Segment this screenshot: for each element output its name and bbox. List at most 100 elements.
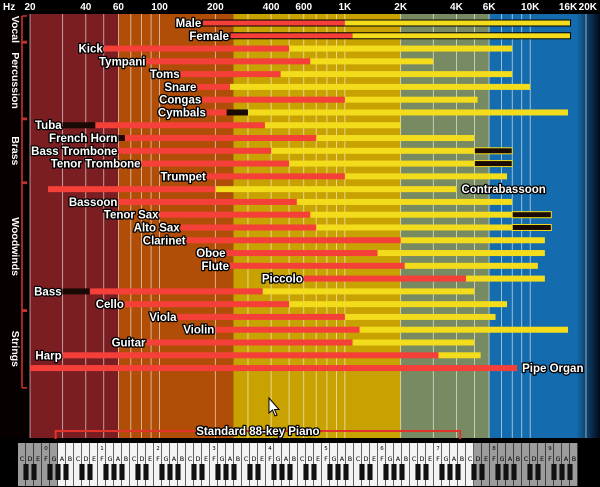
key-letter: F [268,455,272,463]
key-letter: D [419,455,424,463]
label-contrabassoon: Contrabassoon [461,184,545,196]
white-key [554,443,562,486]
octave-number: 4 [268,446,272,452]
bar-extension-tenor-sax [511,211,552,219]
white-key [466,443,474,486]
white-key [98,443,106,486]
bar-harmonics-piccolo [465,275,545,282]
key-letter: D [475,455,480,463]
bar-harmonics-kick [289,45,513,52]
bar-fundamental-snare [197,83,231,90]
key-letter: B [292,455,296,463]
white-key [490,443,498,486]
key-letter: C [244,455,249,463]
bar-outline-male [201,19,572,27]
label-flute: Flute [202,261,229,273]
label-bass: Bass [34,286,62,298]
octave-number: 1 [100,446,104,452]
bar-harmonics-bass [262,288,475,295]
bar-harmonics-male [344,20,571,26]
black-key [311,464,317,480]
bar-fundamental-contrabassoon [47,186,216,193]
octave-number: 9 [548,446,552,452]
bar-harmonics-french-horn [316,135,475,142]
black-key [567,464,573,480]
key-letter: B [236,455,240,463]
black-key [47,464,53,480]
octave-number: 5 [324,446,328,452]
bar-fundamental-clarinet [186,237,401,244]
black-key [247,464,253,480]
bar-extension-alto-sax [511,223,552,231]
group-bracket-strings [21,309,27,389]
bar-extension-bass-trombone [473,147,513,155]
tick-label-2k: 2K [394,2,408,13]
black-key [439,464,445,480]
key-letter: E [484,455,488,463]
label-viola: Viola [149,312,177,324]
bar-fundamental-male [202,20,345,26]
label-male: Male [176,18,202,30]
black-key [511,464,517,480]
tick-label-6k: 6K [483,2,497,13]
piano-keyboard: C D E F G A B0C D E F G A B1C D E F G A B2C D E F G A B3C D E F G A B4… [0,440,600,487]
key-letter: D [251,455,256,463]
bar-harmonics-bass-trombone [271,147,475,154]
black-key [551,464,557,480]
bar-fundamental-bass-trombone [118,147,272,154]
white-key [282,443,290,486]
white-key [82,443,90,486]
key-letter: C [468,455,473,463]
tick-label-4k: 4K [450,2,464,13]
black-key [31,464,37,480]
label-cymbals: Cymbals [158,107,206,119]
bar-fundamental-violin [215,326,360,333]
black-key [343,464,349,480]
key-letter: G [107,455,112,463]
piano-range-bracket [54,430,462,439]
key-letter: D [195,455,200,463]
key-letter: D [27,455,32,463]
white-key [194,443,202,486]
group-label-brass: Brass [9,136,21,165]
octave-number: 8 [492,446,496,452]
key-letter: G [275,455,280,463]
bar-harmonics-viola [344,313,496,320]
key-letter: G [331,455,336,463]
white-key [242,443,250,486]
bar-harmonics-toms [280,71,513,78]
white-key [114,443,122,486]
white-key [18,443,26,486]
black-key [391,464,397,480]
key-letter: F [156,455,160,463]
white-key [418,443,426,486]
group-bracket-woodwinds [21,181,27,312]
white-key [170,443,178,486]
key-letter: C [132,455,137,463]
key-letter: F [44,455,48,463]
key-letter: A [172,455,177,463]
label-guitar: Guitar [112,338,146,350]
black-key [159,464,165,480]
key-letter: G [499,455,504,463]
key-letter: A [228,455,233,463]
key-letter: E [372,455,376,463]
key-letter: F [100,455,104,463]
bar-harmonics-guitar [352,339,475,346]
tick-label-20k: 20K [579,2,598,13]
white-key [346,443,354,486]
label-tenor-trombone: Tenor Trombone [51,159,141,171]
bar-fundamental-alto-sax [180,224,317,231]
bar-harmonics-flute [404,262,538,269]
octave-number: 3 [212,446,216,452]
black-key [231,464,237,480]
label-harp: Harp [35,350,61,362]
key-letter: F [436,455,440,463]
tick-label-100: 100 [151,2,168,13]
right-edge [576,14,600,438]
bar-harmonics-violin [359,326,569,333]
black-key [327,464,333,480]
key-letter: C [20,455,25,463]
white-key [442,443,450,486]
bar-fundamental-toms [180,71,281,78]
